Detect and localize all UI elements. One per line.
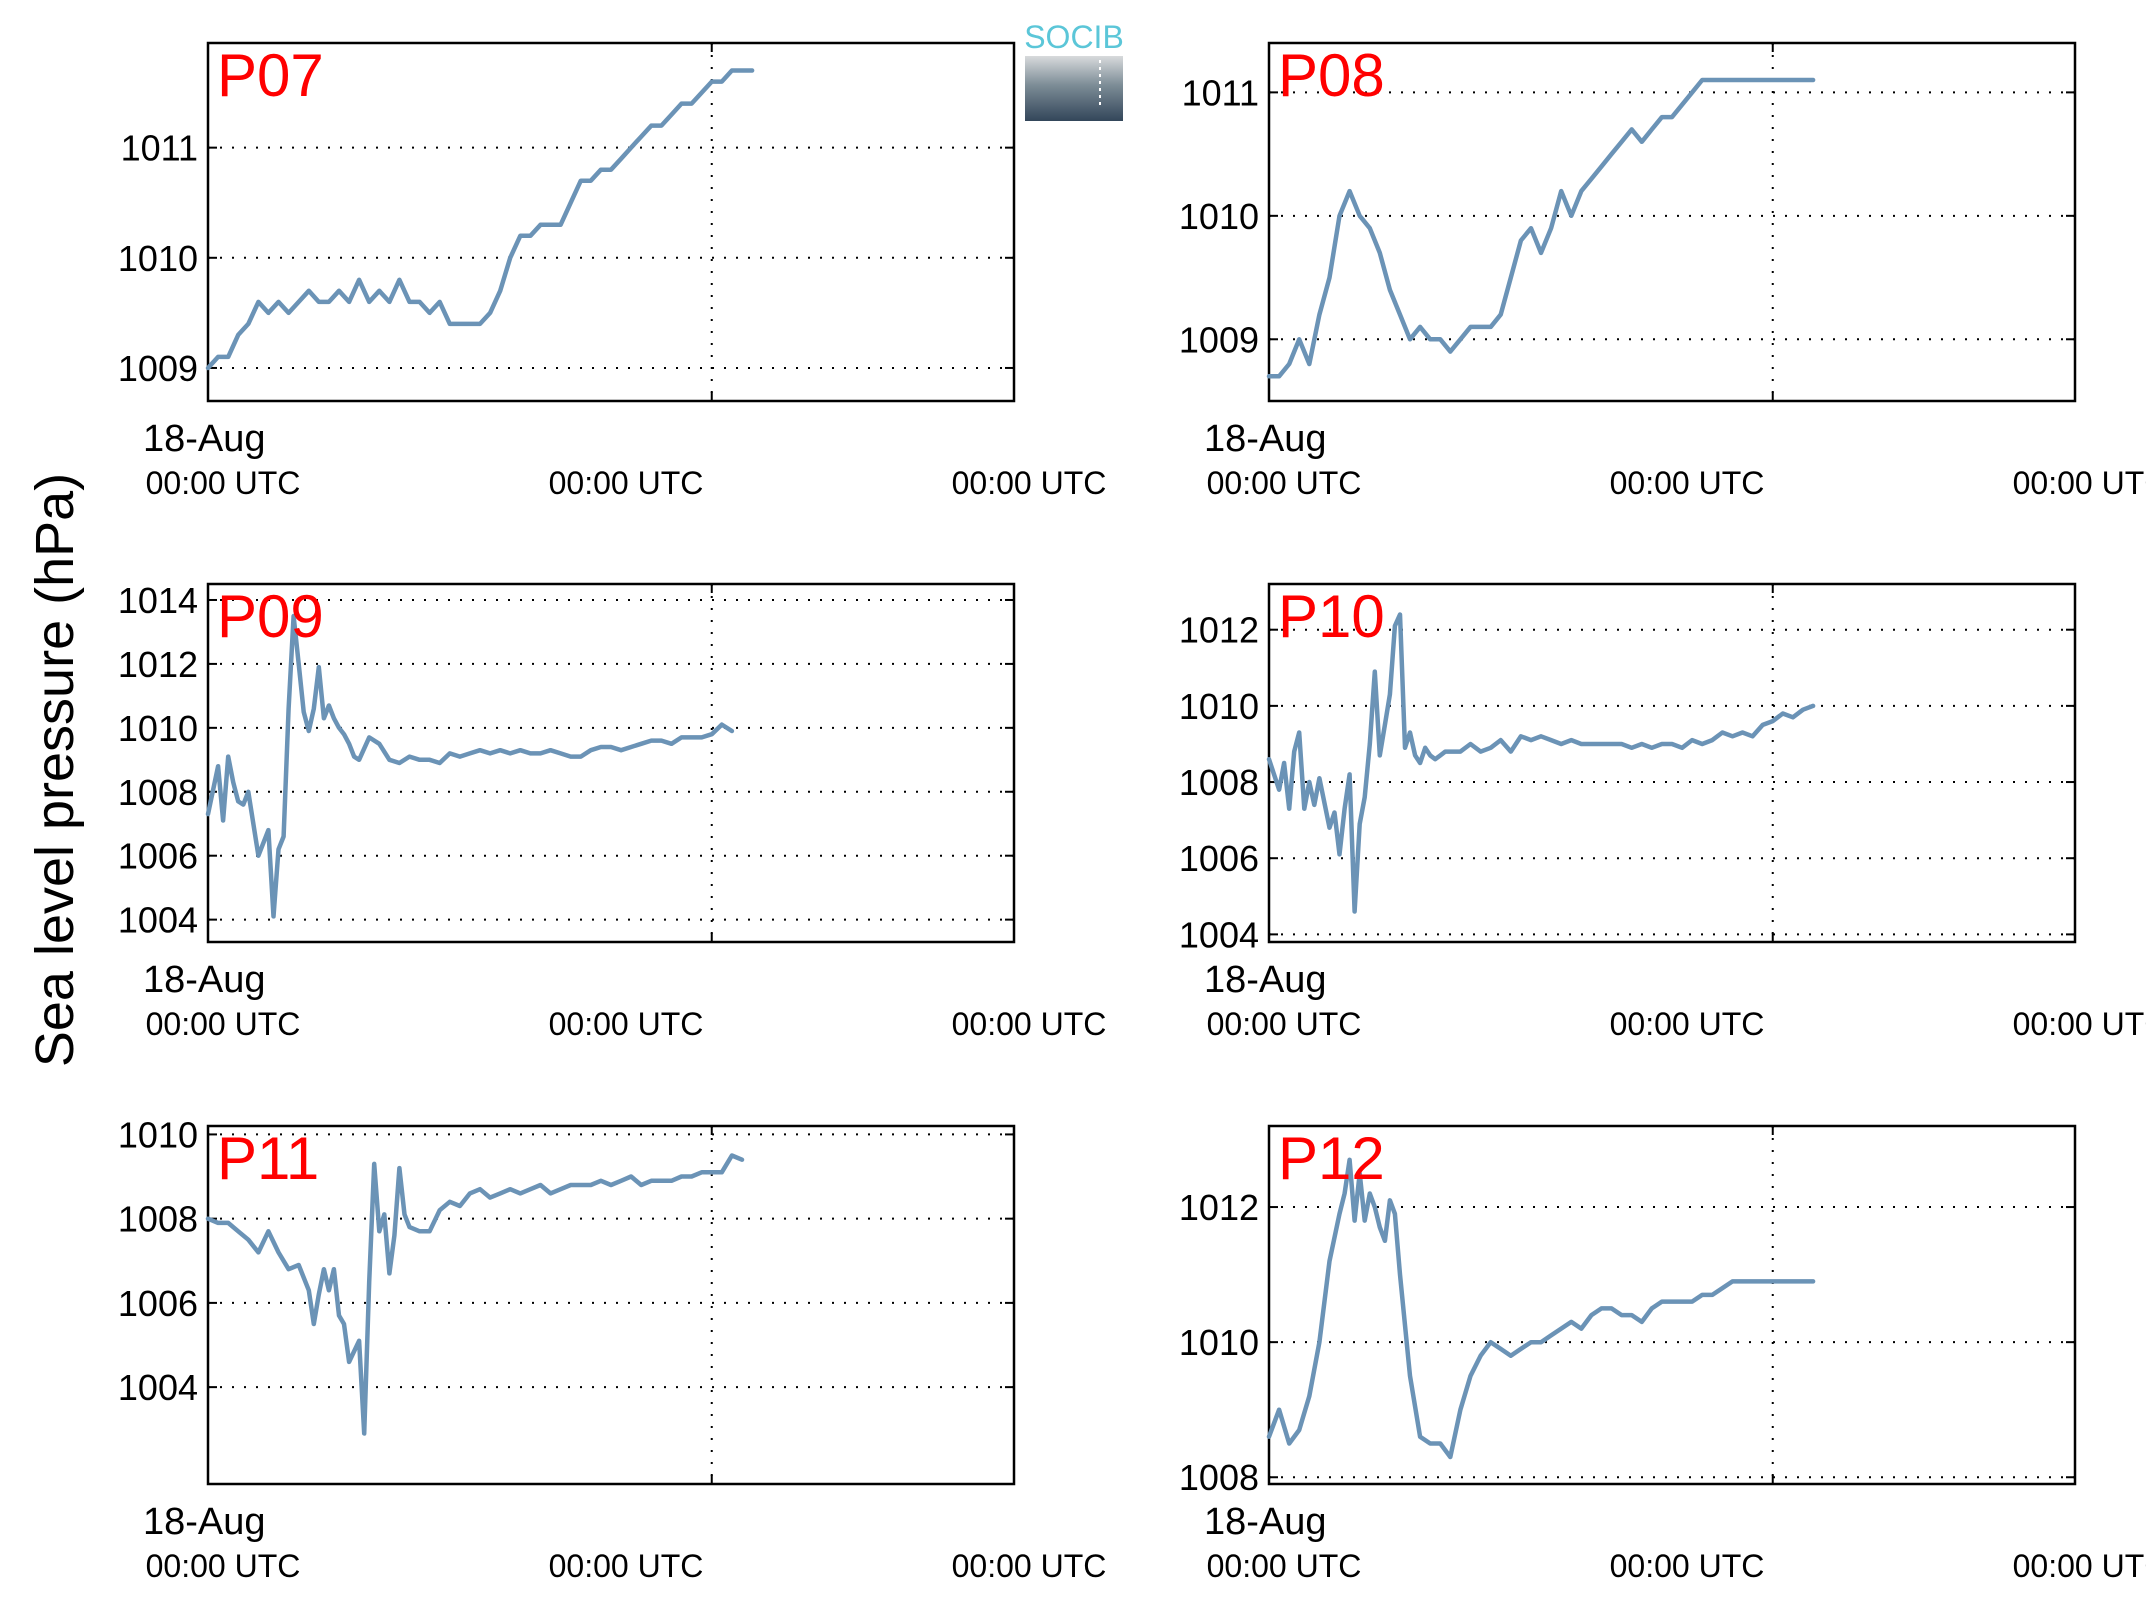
logo-text: SOCIB	[1024, 19, 1124, 55]
y-tick-label: 1004	[1179, 914, 1259, 955]
plot-frame	[1267, 582, 2077, 944]
y-tick-label: 1006	[118, 1283, 198, 1324]
plot-frame	[206, 41, 1016, 403]
x-date-label: 18-Aug	[1204, 959, 1327, 1001]
y-tick-label: 1008	[118, 772, 198, 813]
x-date-label: 18-Aug	[1204, 418, 1327, 460]
y-tick-label: 1010	[1179, 196, 1259, 237]
pressure-series-line	[205, 613, 735, 919]
x-tick-label: 00:00 UTC	[1207, 1006, 1362, 1042]
panel-p07: 1009 1010 1011 P07 18-Aug 00:00 UTC 00:00 UTC 0…	[118, 41, 1107, 501]
y-axis-label: Sea level pressure (hPa)	[25, 473, 85, 1067]
y-tick-label: 1012	[118, 644, 198, 685]
panel-p12: 1008 1010 1012 P12 18-Aug 00:00 UTC 00:00 UTC 0…	[1179, 1124, 2146, 1584]
y-tick-label: 1008	[118, 1199, 198, 1240]
y-tick-label: 1012	[1179, 610, 1259, 651]
x-date-label: 18-Aug	[1204, 1501, 1327, 1543]
plot-frame	[206, 582, 1016, 944]
y-tick-label: 1010	[118, 708, 198, 749]
y-tick-label: 1008	[1179, 762, 1259, 803]
y-tick-label: 1009	[118, 348, 198, 389]
y-tick-label: 1010	[118, 238, 198, 279]
y-tick-label: 1011	[121, 128, 198, 169]
x-tick-label: 00:00 UTC	[146, 465, 301, 501]
x-tick-label: 00:00 UTC	[146, 1006, 301, 1042]
x-tick-label: 00:00 UTC	[1207, 1548, 1362, 1584]
x-tick-label: 00:00 UTC	[1610, 1548, 1765, 1584]
pressure-series-line	[205, 1153, 745, 1436]
x-tick-label: 00:00 UTC	[549, 465, 704, 501]
y-tick-label: 1010	[118, 1114, 198, 1155]
y-tick-label: 1014	[118, 580, 198, 621]
x-tick-label: 00:00 UTC	[2013, 1548, 2146, 1584]
logo-mark	[1025, 56, 1123, 121]
y-tick-label: 1011	[1182, 72, 1259, 113]
x-tick-label: 00:00 UTC	[952, 465, 1107, 501]
x-tick-label: 00:00 UTC	[1207, 465, 1362, 501]
y-tick-label: 1010	[1179, 1322, 1259, 1363]
panel-p10: 1004 1006 1008 1010 1012 P10 18-Aug 00:00 UTC 00…	[1179, 582, 2146, 1042]
pressure-series-line	[1266, 77, 1816, 379]
x-tick-label: 00:00 UTC	[146, 1548, 301, 1584]
x-tick-label: 00:00 UTC	[1610, 1006, 1765, 1042]
x-tick-label: 00:00 UTC	[549, 1548, 704, 1584]
socib-logo: SOCIB	[1024, 19, 1124, 121]
y-tick-label: 1004	[118, 900, 198, 941]
plot-frame	[1267, 41, 2077, 403]
x-date-label: 18-Aug	[143, 1501, 266, 1543]
x-tick-label: 00:00 UTC	[2013, 465, 2146, 501]
y-tick-label: 1004	[118, 1367, 198, 1408]
y-tick-label: 1009	[1179, 319, 1259, 360]
y-tick-label: 1006	[1179, 838, 1259, 879]
y-tick-label: 1010	[1179, 686, 1259, 727]
plot-frame	[206, 1124, 1016, 1486]
panel-label: P08	[1278, 42, 1385, 109]
plot-frame	[1267, 1124, 2077, 1486]
panel-label: P11	[217, 1125, 319, 1192]
x-tick-label: 00:00 UTC	[549, 1006, 704, 1042]
panel-label: P07	[217, 42, 324, 109]
panel-p11: 1004 1006 1008 1010 P11 18-Aug 00:00 UTC 00:00 …	[118, 1114, 1106, 1584]
x-tick-label: 00:00 UTC	[2013, 1006, 2146, 1042]
y-tick-label: 1006	[118, 836, 198, 877]
pressure-series-line	[1266, 1157, 1816, 1460]
panel-label: P09	[217, 583, 324, 650]
panel-p08: 1009 1010 1011 P08 18-Aug 00:00 UTC 00:00 UTC 0…	[1179, 41, 2146, 501]
y-tick-label: 1008	[1179, 1457, 1259, 1498]
x-date-label: 18-Aug	[143, 418, 266, 460]
panel-label: P12	[1278, 1125, 1385, 1192]
x-date-label: 18-Aug	[143, 959, 266, 1001]
pressure-series-line	[1266, 612, 1816, 914]
panel-p09: 1004 1006 1008 1010 1012 1014 P09 18-Aug 00:00 U…	[118, 580, 1106, 1042]
x-tick-label: 00:00 UTC	[1610, 465, 1765, 501]
panel-label: P10	[1278, 583, 1385, 650]
x-tick-label: 00:00 UTC	[952, 1006, 1107, 1042]
y-tick-label: 1012	[1179, 1187, 1259, 1228]
pressure-series-line	[205, 68, 755, 371]
x-tick-label: 00:00 UTC	[952, 1548, 1107, 1584]
